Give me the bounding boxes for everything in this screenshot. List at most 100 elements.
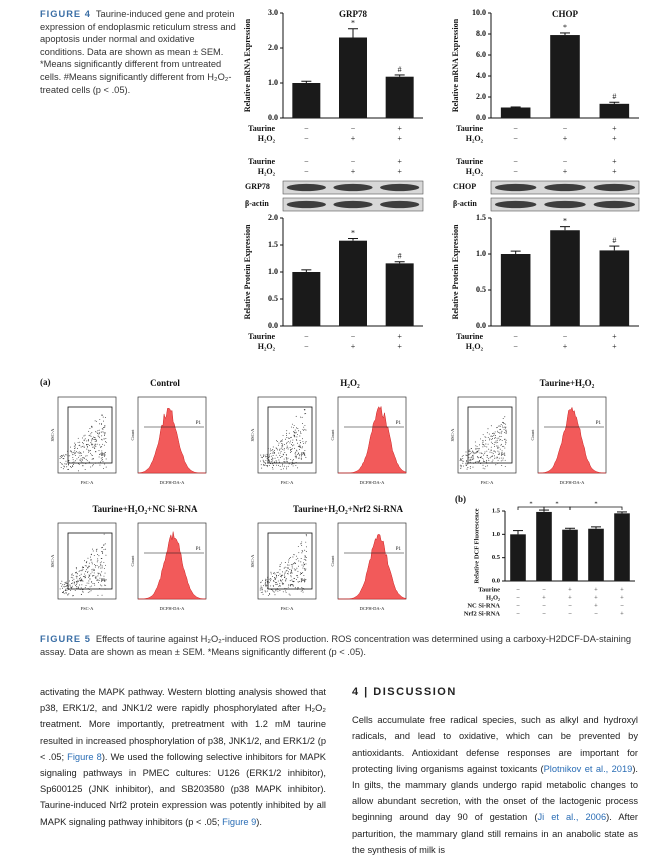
event-dot [101, 428, 103, 430]
event-dot [273, 580, 275, 582]
event-dot [74, 448, 75, 450]
event-dot [292, 584, 294, 585]
event-dot [284, 574, 286, 576]
event-dot [484, 468, 486, 470]
condition-sign: + [612, 124, 617, 133]
condition-sign: − [513, 332, 518, 341]
event-dot [101, 594, 103, 596]
event-dot [102, 467, 104, 469]
event-dot [296, 442, 298, 444]
event-dot [286, 458, 287, 460]
event-dot [289, 569, 291, 570]
event-dot [305, 413, 307, 414]
event-dot [63, 458, 65, 460]
event-dot [73, 582, 75, 584]
event-dot [294, 429, 296, 431]
bar [385, 76, 414, 118]
event-dot [86, 455, 88, 457]
event-dot [260, 582, 262, 584]
event-dot [286, 573, 288, 575]
event-dot [87, 591, 89, 593]
event-dot [497, 453, 499, 455]
event-dot [275, 454, 277, 456]
event-dot [503, 445, 505, 447]
event-dot [303, 452, 305, 454]
significance-mark: * [594, 500, 597, 507]
event-dot [63, 466, 65, 468]
event-dot [277, 589, 279, 591]
event-dot [75, 452, 76, 454]
event-dot [469, 454, 471, 456]
event-dot [460, 459, 462, 461]
event-dot [95, 445, 97, 447]
event-dot [469, 453, 471, 454]
event-dot [290, 571, 292, 573]
event-dot [72, 465, 74, 467]
event-dot [92, 446, 94, 448]
gate [67, 406, 113, 464]
event-dot [266, 465, 268, 466]
event-dot [286, 461, 288, 463]
bar [588, 528, 604, 581]
event-dot [294, 569, 296, 571]
blot-band [380, 183, 420, 192]
bar [536, 511, 552, 581]
event-dot [92, 443, 94, 445]
paragraph: Cells accumulate free radical species, s… [352, 712, 638, 858]
event-dot [497, 457, 499, 459]
event-dot [297, 557, 299, 559]
event-dot [101, 558, 103, 560]
event-dot [290, 575, 292, 577]
event-dot [92, 568, 94, 570]
event-dot [264, 464, 266, 466]
event-dot [469, 449, 471, 451]
axis-label: DCFH-DA-A [560, 480, 586, 485]
event-dot [472, 450, 474, 452]
event-dot [479, 452, 481, 454]
event-dot [480, 438, 481, 440]
event-dot [290, 459, 292, 460]
event-dot [479, 460, 481, 461]
event-dot [265, 456, 267, 457]
condition-sign: + [620, 594, 624, 601]
condition-label: H₂O₂ [258, 134, 276, 143]
condition-sign: − [351, 124, 356, 133]
citation-link[interactable]: Figure 8 [67, 751, 102, 762]
event-dot [279, 569, 281, 571]
event-dot [63, 586, 65, 588]
event-dot [500, 431, 502, 433]
event-dot [281, 465, 283, 467]
event-dot [296, 567, 298, 569]
event-dot [300, 572, 302, 574]
y-tick-label: 1.5 [492, 507, 501, 514]
event-dot [305, 551, 307, 553]
event-dot [96, 443, 98, 445]
event-dot [486, 456, 488, 458]
axis-label: Count [130, 429, 135, 441]
event-dot [476, 446, 478, 447]
event-dot [274, 582, 276, 584]
event-dot [88, 565, 90, 567]
event-dot [96, 431, 98, 433]
event-dot [298, 448, 300, 450]
citation-link[interactable]: Ji et al., 2006 [537, 812, 607, 823]
event-dot [279, 465, 281, 467]
event-dot [94, 444, 96, 446]
event-dot [298, 445, 300, 447]
event-dot [270, 448, 272, 450]
event-dot [262, 579, 264, 581]
event-dot [295, 569, 297, 571]
blot-label: GRP78 [245, 182, 270, 191]
event-dot [102, 579, 103, 581]
condition-label: Nrf2 Si-RNA [464, 610, 501, 617]
event-dot [271, 457, 273, 459]
citation-link[interactable]: Figure 9 [222, 816, 257, 827]
event-dot [101, 453, 103, 455]
event-dot [305, 534, 307, 535]
event-dot [303, 451, 305, 453]
text-run: activating the MAPK pathway. Western blo… [40, 687, 326, 762]
event-dot [101, 585, 103, 587]
event-dot [459, 464, 461, 466]
citation-link[interactable]: Plotnikov et al., 2019 [543, 763, 633, 774]
event-dot [72, 577, 74, 579]
